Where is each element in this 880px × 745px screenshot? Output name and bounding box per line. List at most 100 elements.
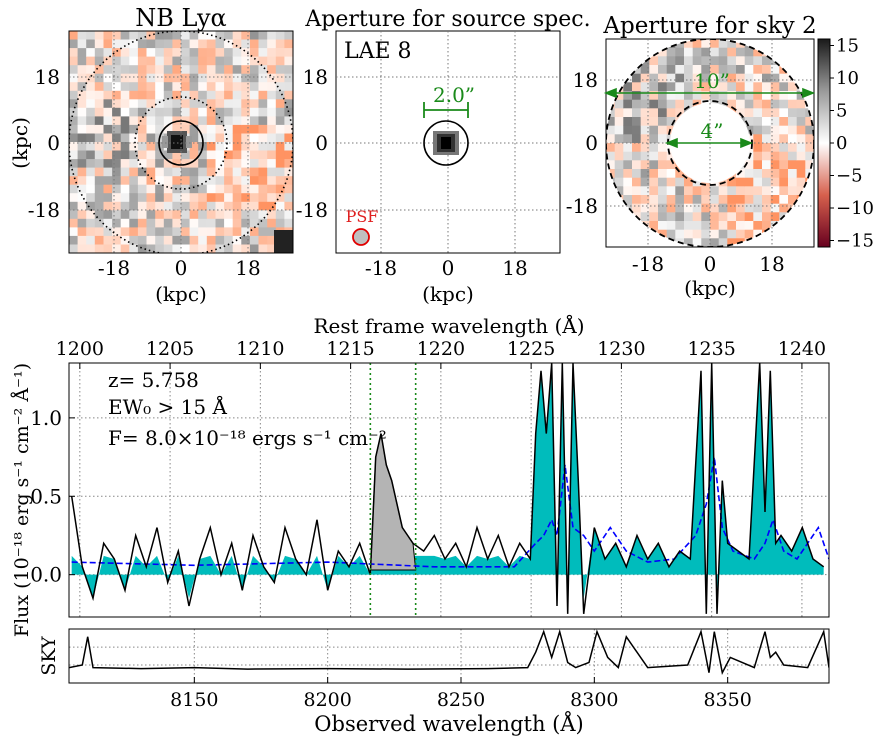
image-pixel bbox=[181, 150, 190, 160]
image-pixel bbox=[796, 108, 806, 118]
image-pixel bbox=[770, 169, 780, 179]
image-pixel bbox=[224, 244, 234, 253]
image-pixel bbox=[94, 201, 104, 211]
image-pixel bbox=[614, 160, 624, 170]
image-pixel bbox=[189, 142, 199, 151]
image-pixel bbox=[163, 201, 173, 211]
image-pixel bbox=[805, 195, 814, 205]
image-pixel bbox=[779, 47, 789, 57]
image-pixel bbox=[632, 143, 642, 153]
image-pixel bbox=[284, 73, 293, 83]
image-pixel bbox=[632, 169, 642, 179]
image-pixel bbox=[77, 159, 87, 168]
image-pixel bbox=[736, 82, 746, 92]
image-pixel bbox=[623, 117, 633, 127]
image-pixel bbox=[779, 91, 789, 101]
image-pixel bbox=[284, 193, 293, 203]
psf-circle bbox=[352, 228, 370, 246]
image-pixel bbox=[666, 160, 676, 170]
image-pixel bbox=[684, 39, 694, 49]
image-pixel bbox=[632, 134, 642, 144]
image-pixel bbox=[692, 221, 702, 231]
image-pixel bbox=[710, 186, 720, 196]
image-pixel bbox=[224, 142, 234, 151]
image-pixel bbox=[181, 176, 190, 186]
rest-tick-label: 1235 bbox=[687, 338, 735, 360]
image-pixel bbox=[258, 39, 268, 49]
image-pixel bbox=[640, 169, 650, 179]
sky-outer-label: 10” bbox=[694, 69, 730, 93]
image-pixel bbox=[692, 39, 702, 49]
image-pixel bbox=[94, 150, 104, 160]
image-pixel bbox=[744, 99, 754, 109]
image-pixel bbox=[172, 107, 182, 117]
image-pixel bbox=[701, 91, 711, 101]
image-pixel bbox=[137, 73, 147, 83]
image-pixel bbox=[198, 31, 208, 40]
image-pixel bbox=[796, 238, 806, 247]
svg-text:18: 18 bbox=[573, 68, 598, 92]
image-pixel bbox=[623, 125, 633, 135]
image-pixel bbox=[241, 31, 251, 40]
image-pixel bbox=[103, 176, 113, 186]
image-pixel bbox=[86, 107, 96, 117]
image-pixel bbox=[129, 48, 139, 57]
image-pixel bbox=[224, 31, 234, 40]
image-pixel bbox=[137, 99, 147, 109]
image-pixel bbox=[86, 201, 96, 211]
image-pixel bbox=[215, 56, 225, 66]
image-pixel bbox=[163, 218, 173, 228]
image-pixel bbox=[103, 210, 113, 220]
image-pixel bbox=[675, 203, 685, 213]
image-pixel bbox=[753, 108, 763, 118]
image-pixel bbox=[163, 210, 173, 220]
image-pixel bbox=[606, 125, 616, 135]
image-pixel bbox=[658, 151, 668, 161]
image-pixel bbox=[241, 227, 251, 237]
image-pixel bbox=[129, 90, 139, 100]
image-pixel bbox=[258, 193, 268, 203]
image-pixel bbox=[805, 229, 814, 239]
image-pixel bbox=[206, 184, 216, 194]
image-pixel bbox=[206, 193, 216, 203]
svg-text:18: 18 bbox=[759, 252, 784, 276]
image-pixel bbox=[112, 99, 122, 109]
aperture-size-label: 2.0” bbox=[433, 83, 475, 107]
image-pixel bbox=[120, 107, 130, 117]
flux-ylabel: Flux (10⁻¹⁸ erg s⁻¹ cm⁻² Å⁻¹) bbox=[11, 363, 33, 637]
image-pixel bbox=[284, 39, 293, 49]
image-pixel bbox=[163, 82, 173, 92]
image-pixel bbox=[284, 65, 293, 75]
image-pixel bbox=[718, 39, 728, 49]
image-pixel bbox=[206, 31, 216, 40]
image-pixel bbox=[241, 65, 251, 75]
image-pixel bbox=[249, 65, 259, 75]
image-pixel bbox=[137, 48, 147, 57]
image-pixel bbox=[666, 221, 676, 231]
image-pixel bbox=[120, 99, 130, 109]
image-pixel bbox=[86, 48, 96, 57]
image-pixel bbox=[284, 150, 293, 160]
image-pixel bbox=[163, 184, 173, 194]
image-pixel bbox=[267, 99, 277, 109]
image-pixel bbox=[267, 48, 277, 57]
image-pixel bbox=[172, 201, 182, 211]
image-pixel bbox=[796, 160, 806, 170]
image-pixel bbox=[215, 48, 225, 57]
psf-label: PSF bbox=[346, 207, 379, 226]
image-pixel bbox=[146, 39, 156, 49]
image-pixel bbox=[69, 82, 78, 92]
image-pixel bbox=[779, 134, 789, 144]
image-pixel bbox=[224, 193, 234, 203]
image-pixel bbox=[137, 184, 147, 194]
image-pixel bbox=[762, 117, 772, 127]
image-pixel bbox=[666, 169, 676, 179]
image-pixel bbox=[623, 169, 633, 179]
image-pixel bbox=[788, 160, 798, 170]
image-pixel bbox=[623, 212, 633, 222]
image-pixel bbox=[146, 56, 156, 66]
image-pixel bbox=[649, 238, 659, 247]
sky-panel: 8150 8200 8250 8300 8350 SKY Observed wavele… bbox=[38, 628, 830, 736]
image-pixel bbox=[181, 99, 190, 109]
image-pixel bbox=[258, 218, 268, 228]
